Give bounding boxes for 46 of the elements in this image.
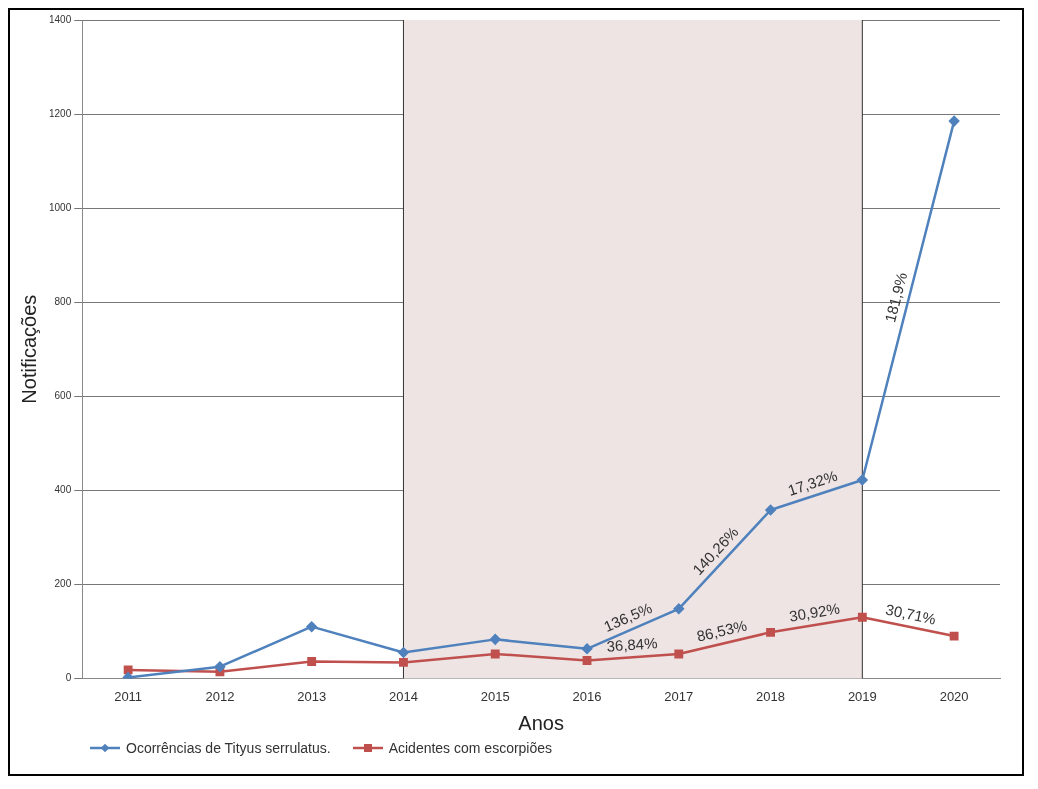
point (857, 474, 868, 486)
point (766, 627, 775, 637)
y-axis-title: Notificações (17, 294, 40, 404)
annotation: 181,9% (881, 270, 911, 325)
point (306, 621, 317, 632)
y-tick-label: 400 (54, 484, 72, 496)
point (949, 631, 959, 641)
x-tick-label: 2012 (205, 688, 235, 704)
point (582, 656, 592, 665)
annotation: 86,53% (695, 616, 749, 645)
y-tick-label: 200 (54, 578, 72, 590)
x-tick-label: 2018 (756, 688, 786, 704)
x-tick-label: 2011 (114, 688, 143, 704)
point (398, 647, 409, 658)
y-tick-label: 800 (54, 295, 72, 307)
annotation: 30,92% (787, 599, 841, 625)
x-tick-label: 2015 (480, 688, 510, 704)
y-tick-label: 600 (54, 389, 72, 401)
x-tick-label: 2013 (297, 688, 327, 704)
y-tick-label: 1000 (49, 201, 72, 213)
point (765, 504, 776, 516)
x-tick-label: 2014 (389, 688, 418, 704)
point (490, 649, 500, 659)
x-tick-label: 2019 (847, 688, 877, 704)
y-tick-label: 0 (65, 672, 72, 684)
x-tick-label: 2017 (664, 688, 694, 704)
x-axis-title: Anos (518, 711, 564, 734)
point (857, 612, 867, 622)
point (214, 661, 226, 672)
point (948, 115, 960, 127)
point (674, 649, 684, 659)
point (489, 634, 501, 645)
y-tick-label: 1400 (49, 13, 72, 25)
point (307, 657, 317, 666)
annotation: 17,32% (785, 466, 840, 499)
annotation: 36,84% (606, 634, 658, 655)
point (581, 643, 593, 655)
legend-label: Ocorrências de Tityus serrulatus. (126, 740, 331, 756)
point (399, 657, 408, 667)
point (123, 665, 133, 675)
annotation: 30,71% (884, 600, 938, 628)
point (673, 603, 685, 615)
y-tick-label: 1200 (49, 107, 72, 119)
x-tick-label: 2016 (572, 688, 602, 704)
x-tick-label: 2020 (939, 688, 969, 704)
legend-label: Acidentes com escorpiões (388, 740, 553, 756)
